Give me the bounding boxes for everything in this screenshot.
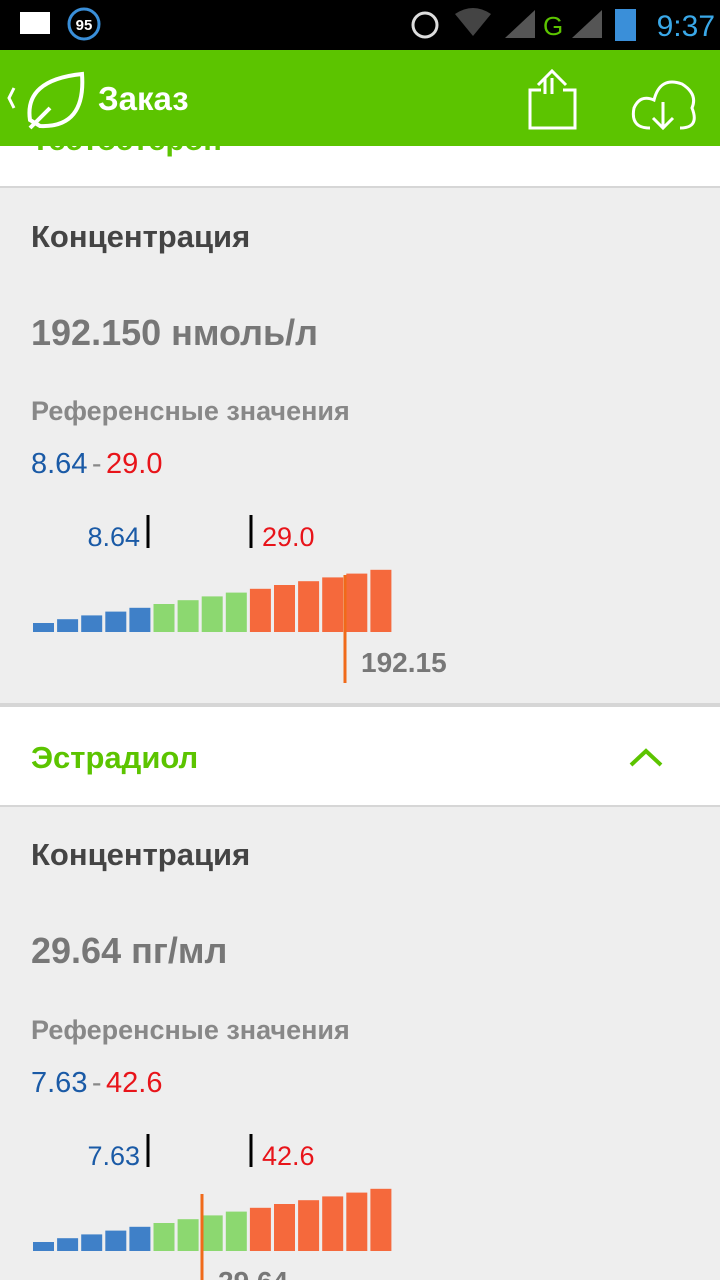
value-marker-label: 29.64 — [218, 1266, 288, 1280]
gauge-low-label: 7.63 — [87, 1141, 140, 1171]
gauge-segment — [129, 1226, 151, 1251]
gauge-segment — [81, 615, 103, 632]
gauge-low-label: 8.64 — [87, 522, 140, 552]
gauge-segment — [370, 1188, 392, 1251]
gauge-segment — [33, 623, 54, 632]
gauge-segment — [225, 592, 247, 632]
gauge-segment — [105, 611, 127, 632]
app-bar-icons — [7, 68, 696, 131]
gauge-segment — [105, 1230, 127, 1251]
gauge-segment — [81, 1234, 103, 1251]
gauge-segment — [153, 1223, 175, 1251]
gauge-segment — [274, 1204, 295, 1251]
gauge-segment — [298, 581, 320, 632]
reference-range: 8.64 - 29.0 — [31, 448, 162, 481]
gauge-segment — [298, 1200, 320, 1251]
gauge-segment — [346, 1192, 368, 1251]
gauge-segment — [57, 1238, 79, 1251]
alarm-icon — [411, 11, 439, 39]
signal-icon — [505, 10, 535, 38]
gauge-segment — [225, 1211, 247, 1251]
gauge-segment — [322, 1196, 344, 1251]
wifi-icon — [455, 8, 491, 36]
reference-low: 7.63 — [31, 1067, 88, 1099]
gauge-segment — [177, 1219, 199, 1251]
gauge-segment — [249, 588, 271, 632]
gauge-segment — [249, 1207, 271, 1251]
gauge-segment — [201, 1215, 223, 1251]
gauge-segment — [201, 596, 223, 632]
reference-label: Референсные значения — [31, 396, 350, 426]
reference-separator: - — [91, 448, 102, 480]
concentration-value: 192.150 нмоль/л — [31, 312, 318, 353]
app-title: Заказ — [98, 80, 189, 117]
gauge-segment — [129, 607, 151, 632]
reference-separator: - — [91, 1067, 102, 1099]
badge-text: 95 — [76, 17, 93, 34]
collapse-chevron[interactable] — [626, 743, 666, 773]
app-logo[interactable] — [27, 71, 85, 129]
divider — [0, 186, 720, 188]
mail-icon — [20, 12, 50, 34]
divider — [0, 805, 720, 807]
gauge-segment — [346, 573, 368, 632]
download-button[interactable] — [631, 80, 696, 130]
gauge-segment — [57, 619, 79, 632]
signal-icon — [572, 10, 602, 38]
concentration-label: Концентрация — [31, 219, 251, 254]
gauge-high-label: 29.0 — [262, 522, 315, 552]
status-bar: 95 G 9:37 — [0, 0, 720, 50]
range-gauge: 8.64 29.0 192.15 — [33, 515, 447, 683]
gauge-segment — [177, 600, 199, 632]
status-icons: 95 G 9:37 — [20, 7, 715, 43]
gauge-segment — [274, 585, 295, 632]
gauge-segment — [153, 604, 175, 632]
app-bar: Заказ — [0, 50, 720, 146]
range-gauge: 7.63 42.6 29.64 — [33, 1134, 392, 1280]
app-logo-stem — [28, 106, 52, 130]
reference-label: Референсные значения — [31, 1015, 350, 1045]
share-button[interactable] — [528, 88, 577, 130]
concentration-value: 29.64 пг/мл — [31, 930, 228, 971]
gauge-segment — [370, 569, 392, 632]
gauge-segment — [33, 1242, 54, 1251]
reference-high: 42.6 — [106, 1067, 163, 1099]
section-header[interactable]: Эстрадиол — [0, 707, 720, 805]
network-type: G — [543, 11, 563, 41]
download-arrow — [651, 102, 675, 131]
battery-icon — [615, 9, 636, 41]
value-marker-label: 192.15 — [361, 647, 447, 678]
concentration-label: Концентрация — [31, 837, 251, 872]
section-title: Эстрадиол — [31, 740, 199, 775]
badge — [67, 7, 101, 41]
reference-high: 29.0 — [106, 448, 163, 480]
share-arrow — [536, 68, 568, 94]
divider — [0, 703, 720, 707]
clock: 9:37 — [657, 10, 715, 43]
reference-range: 7.63 - 42.6 — [31, 1067, 162, 1100]
back-arrow[interactable] — [7, 87, 16, 109]
gauge-segment — [322, 577, 344, 632]
gauge-high-label: 42.6 — [262, 1141, 315, 1171]
reference-low: 8.64 — [31, 448, 88, 480]
